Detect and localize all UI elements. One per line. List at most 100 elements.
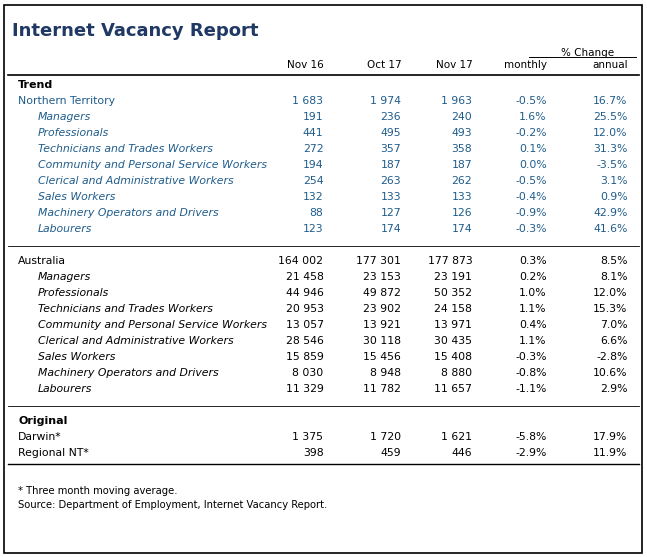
Text: 31.3%: 31.3% [593, 144, 628, 154]
Text: 1 963: 1 963 [441, 96, 472, 106]
Text: -1.1%: -1.1% [516, 384, 547, 394]
Text: 1.1%: 1.1% [519, 304, 547, 314]
Text: 0.0%: 0.0% [519, 160, 547, 170]
Text: 254: 254 [303, 176, 324, 186]
Text: % Change: % Change [560, 48, 614, 58]
Text: 23 902: 23 902 [363, 304, 401, 314]
Text: 0.2%: 0.2% [519, 272, 547, 282]
Text: 23 191: 23 191 [434, 272, 472, 282]
Text: 8 030: 8 030 [292, 368, 324, 378]
Text: 13 057: 13 057 [285, 320, 324, 330]
Text: 133: 133 [380, 192, 401, 202]
Text: 1 683: 1 683 [292, 96, 324, 106]
Text: 0.3%: 0.3% [519, 256, 547, 266]
Text: 13 971: 13 971 [434, 320, 472, 330]
Text: Regional NT*: Regional NT* [18, 448, 89, 458]
Text: Community and Personal Service Workers: Community and Personal Service Workers [38, 160, 267, 170]
Text: -2.9%: -2.9% [516, 448, 547, 458]
Text: Technicians and Trades Workers: Technicians and Trades Workers [38, 144, 212, 154]
Text: -3.5%: -3.5% [597, 160, 628, 170]
Text: Managers: Managers [38, 272, 91, 282]
Text: 236: 236 [380, 112, 401, 122]
Text: 441: 441 [303, 128, 324, 138]
Text: -0.5%: -0.5% [515, 96, 547, 106]
Text: -0.2%: -0.2% [515, 128, 547, 138]
Text: 49 872: 49 872 [363, 288, 401, 298]
Text: 177 873: 177 873 [428, 256, 472, 266]
Text: Machinery Operators and Drivers: Machinery Operators and Drivers [38, 368, 218, 378]
Text: Professionals: Professionals [38, 288, 109, 298]
Text: 174: 174 [380, 224, 401, 234]
Text: Community and Personal Service Workers: Community and Personal Service Workers [38, 320, 267, 330]
Text: 446: 446 [452, 448, 472, 458]
Text: 263: 263 [380, 176, 401, 186]
Text: Labourers: Labourers [38, 224, 92, 234]
Text: Managers: Managers [38, 112, 91, 122]
Text: 1 621: 1 621 [441, 432, 472, 442]
Text: 194: 194 [303, 160, 324, 170]
Text: 41.6%: 41.6% [593, 224, 628, 234]
Text: -0.3%: -0.3% [515, 352, 547, 362]
Text: 8.1%: 8.1% [600, 272, 628, 282]
Text: Australia: Australia [18, 256, 66, 266]
Text: 1 974: 1 974 [370, 96, 401, 106]
Text: 126: 126 [452, 208, 472, 218]
Text: 88: 88 [310, 208, 324, 218]
Text: -2.8%: -2.8% [597, 352, 628, 362]
Text: 0.4%: 0.4% [519, 320, 547, 330]
Text: 15.3%: 15.3% [593, 304, 628, 314]
Text: Nov 16: Nov 16 [287, 60, 324, 70]
Text: 187: 187 [380, 160, 401, 170]
Text: Professionals: Professionals [38, 128, 109, 138]
Text: 16.7%: 16.7% [593, 96, 628, 106]
Text: Labourers: Labourers [38, 384, 92, 394]
Text: 50 352: 50 352 [434, 288, 472, 298]
Text: -0.8%: -0.8% [515, 368, 547, 378]
Text: 11 657: 11 657 [434, 384, 472, 394]
Text: 11.9%: 11.9% [593, 448, 628, 458]
Text: Sales Workers: Sales Workers [38, 192, 115, 202]
Text: 357: 357 [380, 144, 401, 154]
Text: -0.3%: -0.3% [515, 224, 547, 234]
Text: Trend: Trend [18, 80, 53, 90]
Text: 15 859: 15 859 [285, 352, 324, 362]
Text: 398: 398 [303, 448, 324, 458]
Text: 15 408: 15 408 [434, 352, 472, 362]
Text: 8 948: 8 948 [370, 368, 401, 378]
Text: 23 153: 23 153 [363, 272, 401, 282]
Text: 191: 191 [303, 112, 324, 122]
Text: 358: 358 [452, 144, 472, 154]
Text: 21 458: 21 458 [285, 272, 324, 282]
Text: 133: 133 [452, 192, 472, 202]
Text: 459: 459 [380, 448, 401, 458]
Text: 17.9%: 17.9% [593, 432, 628, 442]
Text: 240: 240 [452, 112, 472, 122]
Text: -0.4%: -0.4% [515, 192, 547, 202]
Text: 272: 272 [303, 144, 324, 154]
Text: 164 002: 164 002 [278, 256, 324, 266]
Text: Internet Vacancy Report: Internet Vacancy Report [12, 22, 259, 40]
Text: * Three month moving average.: * Three month moving average. [18, 486, 178, 496]
Text: Nov 17: Nov 17 [435, 60, 472, 70]
Text: 42.9%: 42.9% [593, 208, 628, 218]
Text: annual: annual [592, 60, 628, 70]
Text: 262: 262 [452, 176, 472, 186]
Text: 177 301: 177 301 [356, 256, 401, 266]
Text: 12.0%: 12.0% [593, 128, 628, 138]
Text: 3.1%: 3.1% [600, 176, 628, 186]
Text: 10.6%: 10.6% [593, 368, 628, 378]
Text: Source: Department of Employment, Internet Vacancy Report.: Source: Department of Employment, Intern… [18, 500, 327, 510]
Text: Technicians and Trades Workers: Technicians and Trades Workers [38, 304, 212, 314]
Text: 30 118: 30 118 [363, 336, 401, 346]
Text: 30 435: 30 435 [434, 336, 472, 346]
Text: 1 375: 1 375 [292, 432, 324, 442]
Text: Northern Territory: Northern Territory [18, 96, 115, 106]
Text: monthly: monthly [504, 60, 547, 70]
Text: 15 456: 15 456 [363, 352, 401, 362]
Text: 187: 187 [452, 160, 472, 170]
Text: 0.9%: 0.9% [600, 192, 628, 202]
Text: 493: 493 [452, 128, 472, 138]
Text: 20 953: 20 953 [285, 304, 324, 314]
Text: 123: 123 [303, 224, 324, 234]
Text: 11 782: 11 782 [363, 384, 401, 394]
